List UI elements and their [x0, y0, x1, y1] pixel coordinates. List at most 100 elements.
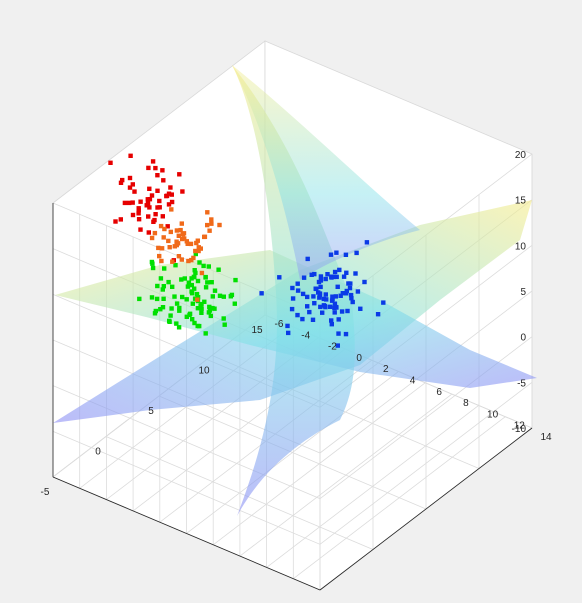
scatter-point [343, 252, 349, 257]
scatter-point [334, 250, 339, 255]
scatter-point [152, 311, 158, 316]
scatter-point [203, 331, 208, 336]
scatter-point [196, 248, 201, 254]
scatter-point [194, 291, 200, 297]
scatter-point [136, 217, 142, 222]
scatter-point [169, 192, 174, 197]
scatter-point [364, 240, 370, 245]
scatter-point [195, 306, 201, 311]
scatter-point [156, 245, 161, 251]
scatter-point [167, 245, 172, 250]
scatter-point [193, 270, 198, 276]
scatter-point [324, 297, 329, 302]
scatter-point [146, 230, 151, 235]
scatter-point [195, 278, 201, 284]
scatter-point [192, 296, 198, 301]
scatter-point [205, 222, 210, 228]
scatter-point [138, 227, 143, 232]
scatter-point [358, 306, 363, 311]
x-tick-label: 10 [198, 366, 210, 377]
scatter-point [348, 292, 354, 298]
scatter-point [362, 279, 367, 285]
z-tick-label: 20 [515, 150, 527, 161]
scatter-point [217, 222, 222, 228]
scatter-point [155, 205, 160, 210]
y-tick-label: 14 [540, 432, 552, 443]
scatter-point [312, 271, 317, 277]
scatter-point [108, 160, 113, 165]
scatter-point [348, 281, 353, 286]
scatter-point [127, 185, 133, 190]
z-tick-label: 0 [520, 333, 526, 344]
scatter-point [221, 294, 226, 299]
scatter-point [199, 310, 204, 315]
scatter-point [307, 309, 312, 315]
scatter-point [334, 305, 339, 310]
scatter-point [136, 206, 141, 211]
decision-surface-spike [232, 65, 420, 280]
scatter-point [222, 322, 227, 327]
scatter-point [209, 280, 214, 285]
scatter-point [205, 280, 210, 285]
scatter-point [113, 219, 118, 224]
scatter-point [160, 214, 165, 219]
scatter-point [207, 304, 212, 310]
scatter-point [310, 317, 316, 322]
scatter-point [305, 294, 310, 300]
x-axis: -5 0 5 10 15 [41, 325, 321, 591]
scatter-point [202, 299, 207, 304]
y-axis: -6 -4 -2 0 2 4 6 8 10 12 14 [275, 319, 552, 591]
scatter-point [152, 230, 158, 236]
scatter-point [166, 191, 172, 196]
scatter-point [332, 310, 337, 315]
scatter-point [181, 231, 187, 236]
scatter-point [208, 313, 213, 319]
scatter-point [160, 168, 165, 173]
scatter-point [203, 285, 209, 290]
scatter-point [127, 200, 132, 206]
scatter-point [286, 330, 291, 336]
decision-surface-vertical [232, 65, 355, 516]
scatter-point [120, 177, 125, 183]
scatter-point [207, 228, 212, 233]
scatter-point [343, 331, 349, 337]
scatter-point [161, 235, 166, 240]
scatter-point [155, 283, 160, 289]
scatter-point [189, 282, 194, 288]
scatter-point [158, 223, 164, 229]
scatter-point [210, 294, 215, 299]
scatter-point [300, 316, 305, 322]
scatter-point [179, 277, 184, 282]
scatter-point [184, 239, 189, 244]
scatter-point [337, 267, 342, 273]
scatter-point [340, 291, 345, 296]
grid-line-z [52, 382, 533, 545]
scatter-point [233, 277, 238, 283]
y-tick-label: -2 [328, 342, 337, 353]
scatter-point [155, 173, 160, 178]
scatter-point [198, 246, 203, 251]
scatter-point [169, 207, 174, 212]
z-tick-label: -5 [517, 378, 526, 389]
z-tick-label: 10 [515, 241, 527, 252]
scatter-point [128, 153, 133, 158]
scatter-point [338, 293, 343, 298]
scatter-point [132, 189, 137, 194]
scatter-point [325, 272, 330, 277]
decision-surfaces [53, 65, 537, 516]
scatter-point [188, 241, 194, 247]
scatter-point [184, 314, 189, 319]
y-tick-label: 2 [383, 364, 389, 375]
scatter-point [149, 259, 155, 265]
z-tick-label: 5 [520, 287, 526, 298]
scatter-point [174, 301, 180, 306]
scatter-point [172, 244, 177, 249]
scatter-point [130, 182, 135, 187]
scatter-point [201, 263, 206, 269]
scatter-point [160, 305, 166, 310]
scatter-point [375, 312, 381, 317]
scatter-point [277, 275, 282, 280]
scatter-point [122, 200, 128, 206]
z-tick-labels: -10 -5 0 5 10 15 20 [512, 150, 527, 435]
scatter-point [185, 241, 190, 246]
